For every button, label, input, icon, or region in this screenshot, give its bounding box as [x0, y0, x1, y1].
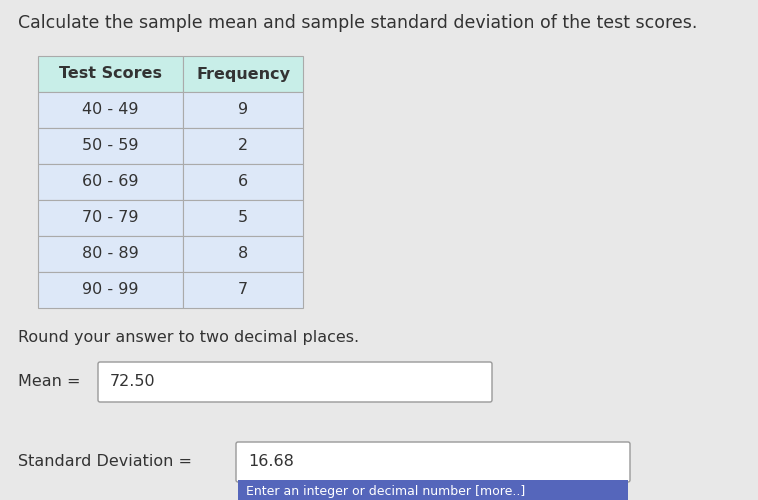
Text: 40 - 49: 40 - 49: [83, 102, 139, 118]
FancyBboxPatch shape: [38, 128, 183, 164]
FancyBboxPatch shape: [183, 92, 303, 128]
FancyBboxPatch shape: [38, 56, 183, 92]
FancyBboxPatch shape: [38, 200, 183, 236]
FancyBboxPatch shape: [183, 272, 303, 308]
Text: 72.50: 72.50: [110, 374, 155, 390]
Text: Frequency: Frequency: [196, 66, 290, 82]
FancyBboxPatch shape: [38, 236, 183, 272]
Text: Mean =: Mean =: [18, 374, 86, 390]
FancyBboxPatch shape: [183, 200, 303, 236]
FancyBboxPatch shape: [183, 164, 303, 200]
FancyBboxPatch shape: [38, 164, 183, 200]
Text: 70 - 79: 70 - 79: [83, 210, 139, 226]
Text: Standard Deviation =: Standard Deviation =: [18, 454, 197, 469]
FancyBboxPatch shape: [236, 442, 630, 482]
Text: 6: 6: [238, 174, 248, 190]
Text: 8: 8: [238, 246, 248, 262]
FancyBboxPatch shape: [38, 92, 183, 128]
Text: Round your answer to two decimal places.: Round your answer to two decimal places.: [18, 330, 359, 345]
Text: Enter an integer or decimal number [more..]: Enter an integer or decimal number [more…: [246, 484, 525, 498]
Text: 16.68: 16.68: [248, 454, 294, 469]
Text: 80 - 89: 80 - 89: [82, 246, 139, 262]
FancyBboxPatch shape: [238, 480, 628, 500]
Text: 50 - 59: 50 - 59: [83, 138, 139, 154]
FancyBboxPatch shape: [183, 236, 303, 272]
Text: 7: 7: [238, 282, 248, 298]
FancyBboxPatch shape: [183, 56, 303, 92]
Text: 9: 9: [238, 102, 248, 118]
Text: Calculate the sample mean and sample standard deviation of the test scores.: Calculate the sample mean and sample sta…: [18, 14, 697, 32]
FancyBboxPatch shape: [38, 272, 183, 308]
Text: 60 - 69: 60 - 69: [83, 174, 139, 190]
Text: 5: 5: [238, 210, 248, 226]
FancyBboxPatch shape: [183, 128, 303, 164]
Text: Test Scores: Test Scores: [59, 66, 162, 82]
Text: 2: 2: [238, 138, 248, 154]
Text: 90 - 99: 90 - 99: [83, 282, 139, 298]
FancyBboxPatch shape: [98, 362, 492, 402]
